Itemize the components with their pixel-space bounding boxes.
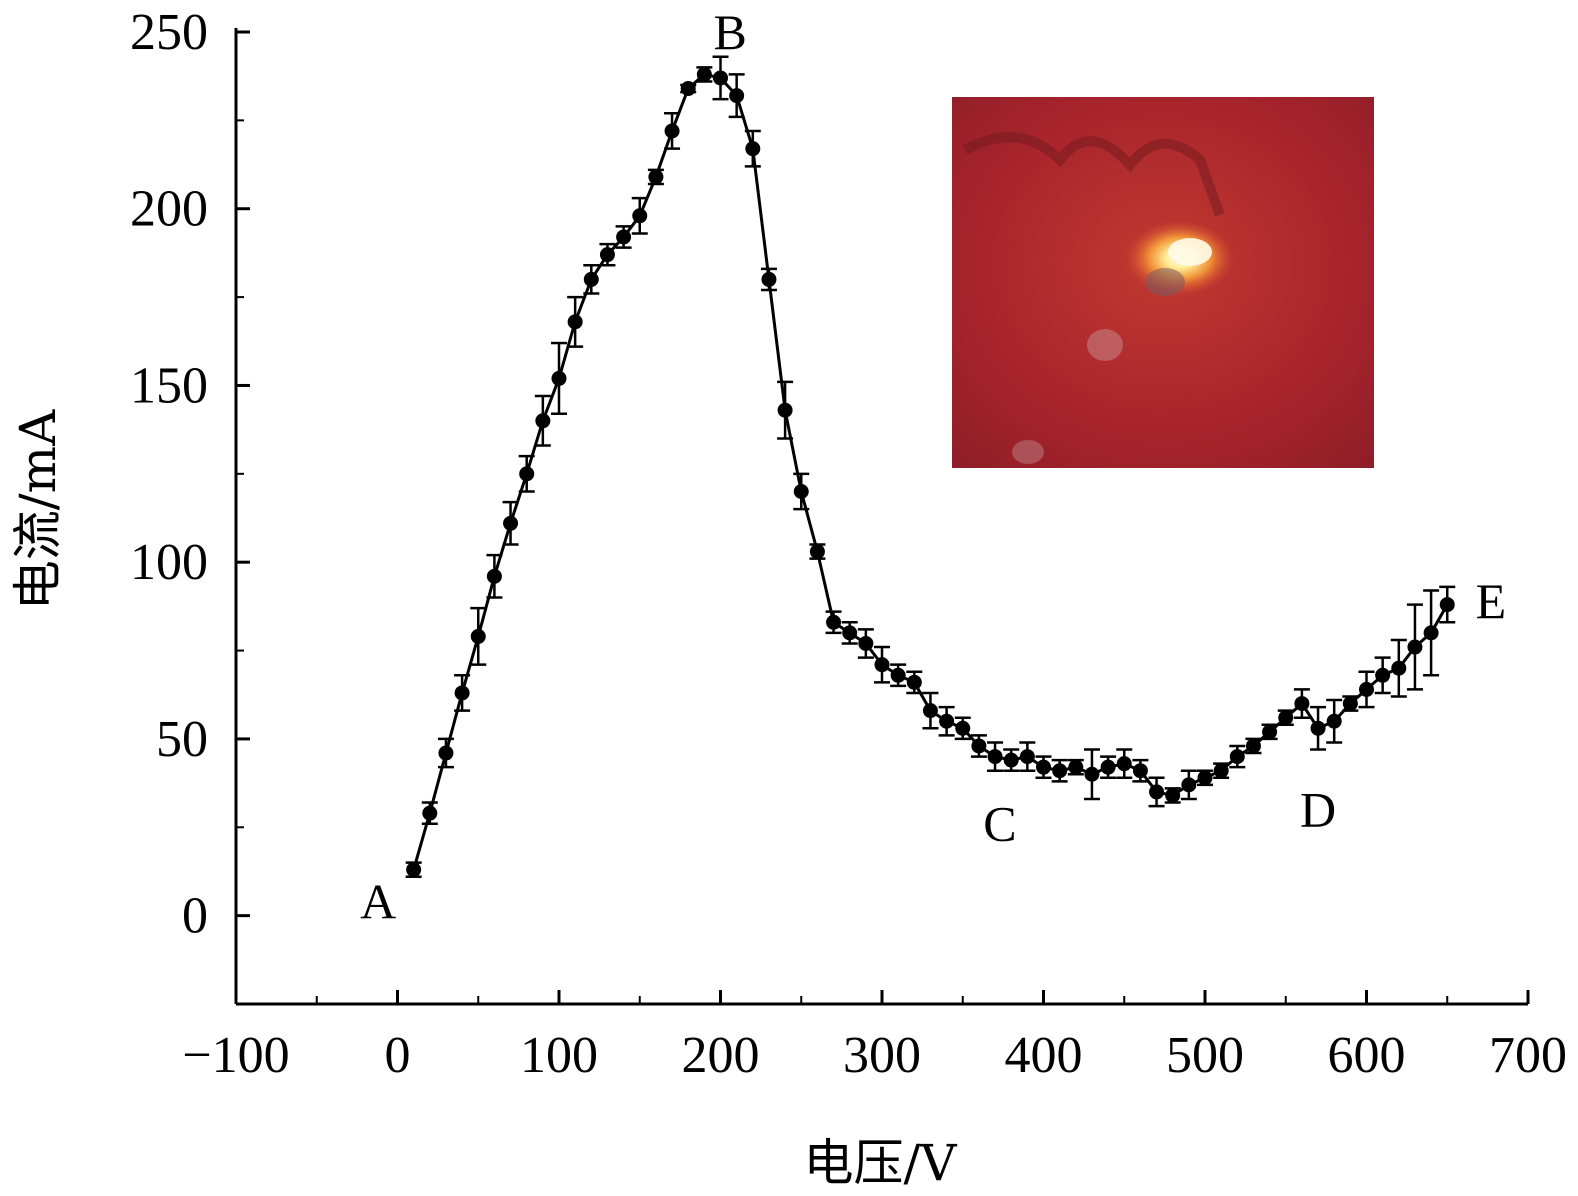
data-point <box>1439 597 1455 613</box>
data-point <box>406 862 422 878</box>
data-point <box>1342 696 1358 712</box>
data-point <box>955 720 971 736</box>
y-tick-label: 200 <box>130 181 208 238</box>
data-point <box>1132 763 1148 779</box>
data-point <box>987 749 1003 765</box>
y-tick-label: 0 <box>182 888 208 945</box>
y-tick-label: 250 <box>130 4 208 61</box>
data-point <box>1213 763 1229 779</box>
data-point <box>1100 759 1116 775</box>
data-point-layer <box>406 66 1455 878</box>
data-point <box>1326 713 1342 729</box>
data-point <box>680 81 696 97</box>
data-point <box>519 466 535 482</box>
data-point <box>1052 763 1068 779</box>
x-tick-label: 500 <box>1166 1027 1244 1084</box>
x-tick-label: 100 <box>520 1027 598 1084</box>
data-point <box>1036 759 1051 775</box>
data-point <box>1375 667 1391 683</box>
data-point <box>1229 749 1245 765</box>
data-point <box>858 635 874 651</box>
data-point <box>890 667 906 683</box>
x-tick-label: 700 <box>1489 1027 1567 1084</box>
data-point <box>632 208 648 224</box>
data-point <box>1197 770 1213 786</box>
data-point <box>486 568 502 584</box>
data-point <box>1407 639 1423 655</box>
data-point <box>1003 752 1019 768</box>
data-point <box>713 70 728 86</box>
data-point <box>470 628 486 644</box>
data-point <box>438 745 454 761</box>
data-point <box>874 657 890 673</box>
data-point <box>1084 766 1100 782</box>
data-point <box>1423 625 1439 641</box>
data-point <box>1310 720 1326 736</box>
data-point <box>971 738 987 754</box>
point-label-e: E <box>1476 573 1507 629</box>
data-point <box>1149 784 1165 800</box>
x-tick-label: 600 <box>1328 1027 1406 1084</box>
x-tick-label: 400 <box>1005 1027 1083 1084</box>
data-point <box>648 169 664 185</box>
data-point <box>1068 759 1084 775</box>
point-label-c: C <box>983 796 1016 852</box>
x-tick-label: 200 <box>682 1027 760 1084</box>
data-point <box>809 544 825 560</box>
data-point <box>567 314 583 330</box>
data-point <box>922 703 938 719</box>
data-point <box>454 685 470 701</box>
point-label-b: B <box>714 4 747 60</box>
x-tick-label: 300 <box>843 1027 921 1084</box>
data-point <box>826 614 842 630</box>
x-axis-title: 电压/V <box>804 1134 958 1192</box>
y-tick-label: 50 <box>156 711 208 768</box>
annotation-layer: A B C D E <box>360 4 1506 929</box>
data-point <box>761 271 777 287</box>
data-point <box>696 66 712 82</box>
data-point <box>422 805 438 821</box>
data-point <box>729 88 745 104</box>
data-point <box>1165 787 1181 803</box>
data-point <box>1245 738 1261 754</box>
data-point <box>939 713 955 729</box>
data-point <box>1262 724 1278 740</box>
data-point <box>583 271 599 287</box>
data-point <box>1359 681 1374 697</box>
data-point <box>535 413 551 429</box>
point-label-a: A <box>360 873 396 929</box>
y-tick-label: 150 <box>130 357 208 414</box>
y-tick-label: 100 <box>130 534 208 591</box>
x-tick-label: 0 <box>385 1027 411 1084</box>
data-point <box>906 674 922 690</box>
data-point <box>777 402 793 418</box>
data-point <box>793 483 809 499</box>
point-label-d: D <box>1300 782 1336 838</box>
data-point <box>664 123 680 139</box>
y-axis-title: 电流/mA <box>9 409 67 610</box>
data-point <box>616 229 632 245</box>
ticks: −100 0 100 200 300 400 500 600 700 0 50 100 150 200 25… <box>130 4 1567 1084</box>
inset-photo <box>952 97 1374 468</box>
data-point <box>1294 696 1310 712</box>
data-point <box>1181 777 1197 793</box>
data-point <box>551 370 567 386</box>
data-point <box>745 141 761 157</box>
data-point <box>1391 660 1407 676</box>
data-point <box>1019 749 1035 765</box>
data-point <box>503 515 519 531</box>
data-point <box>1278 710 1294 726</box>
x-tick-label: −100 <box>182 1027 289 1084</box>
data-point <box>599 247 615 263</box>
data-point <box>842 625 858 641</box>
data-point <box>1116 756 1132 772</box>
